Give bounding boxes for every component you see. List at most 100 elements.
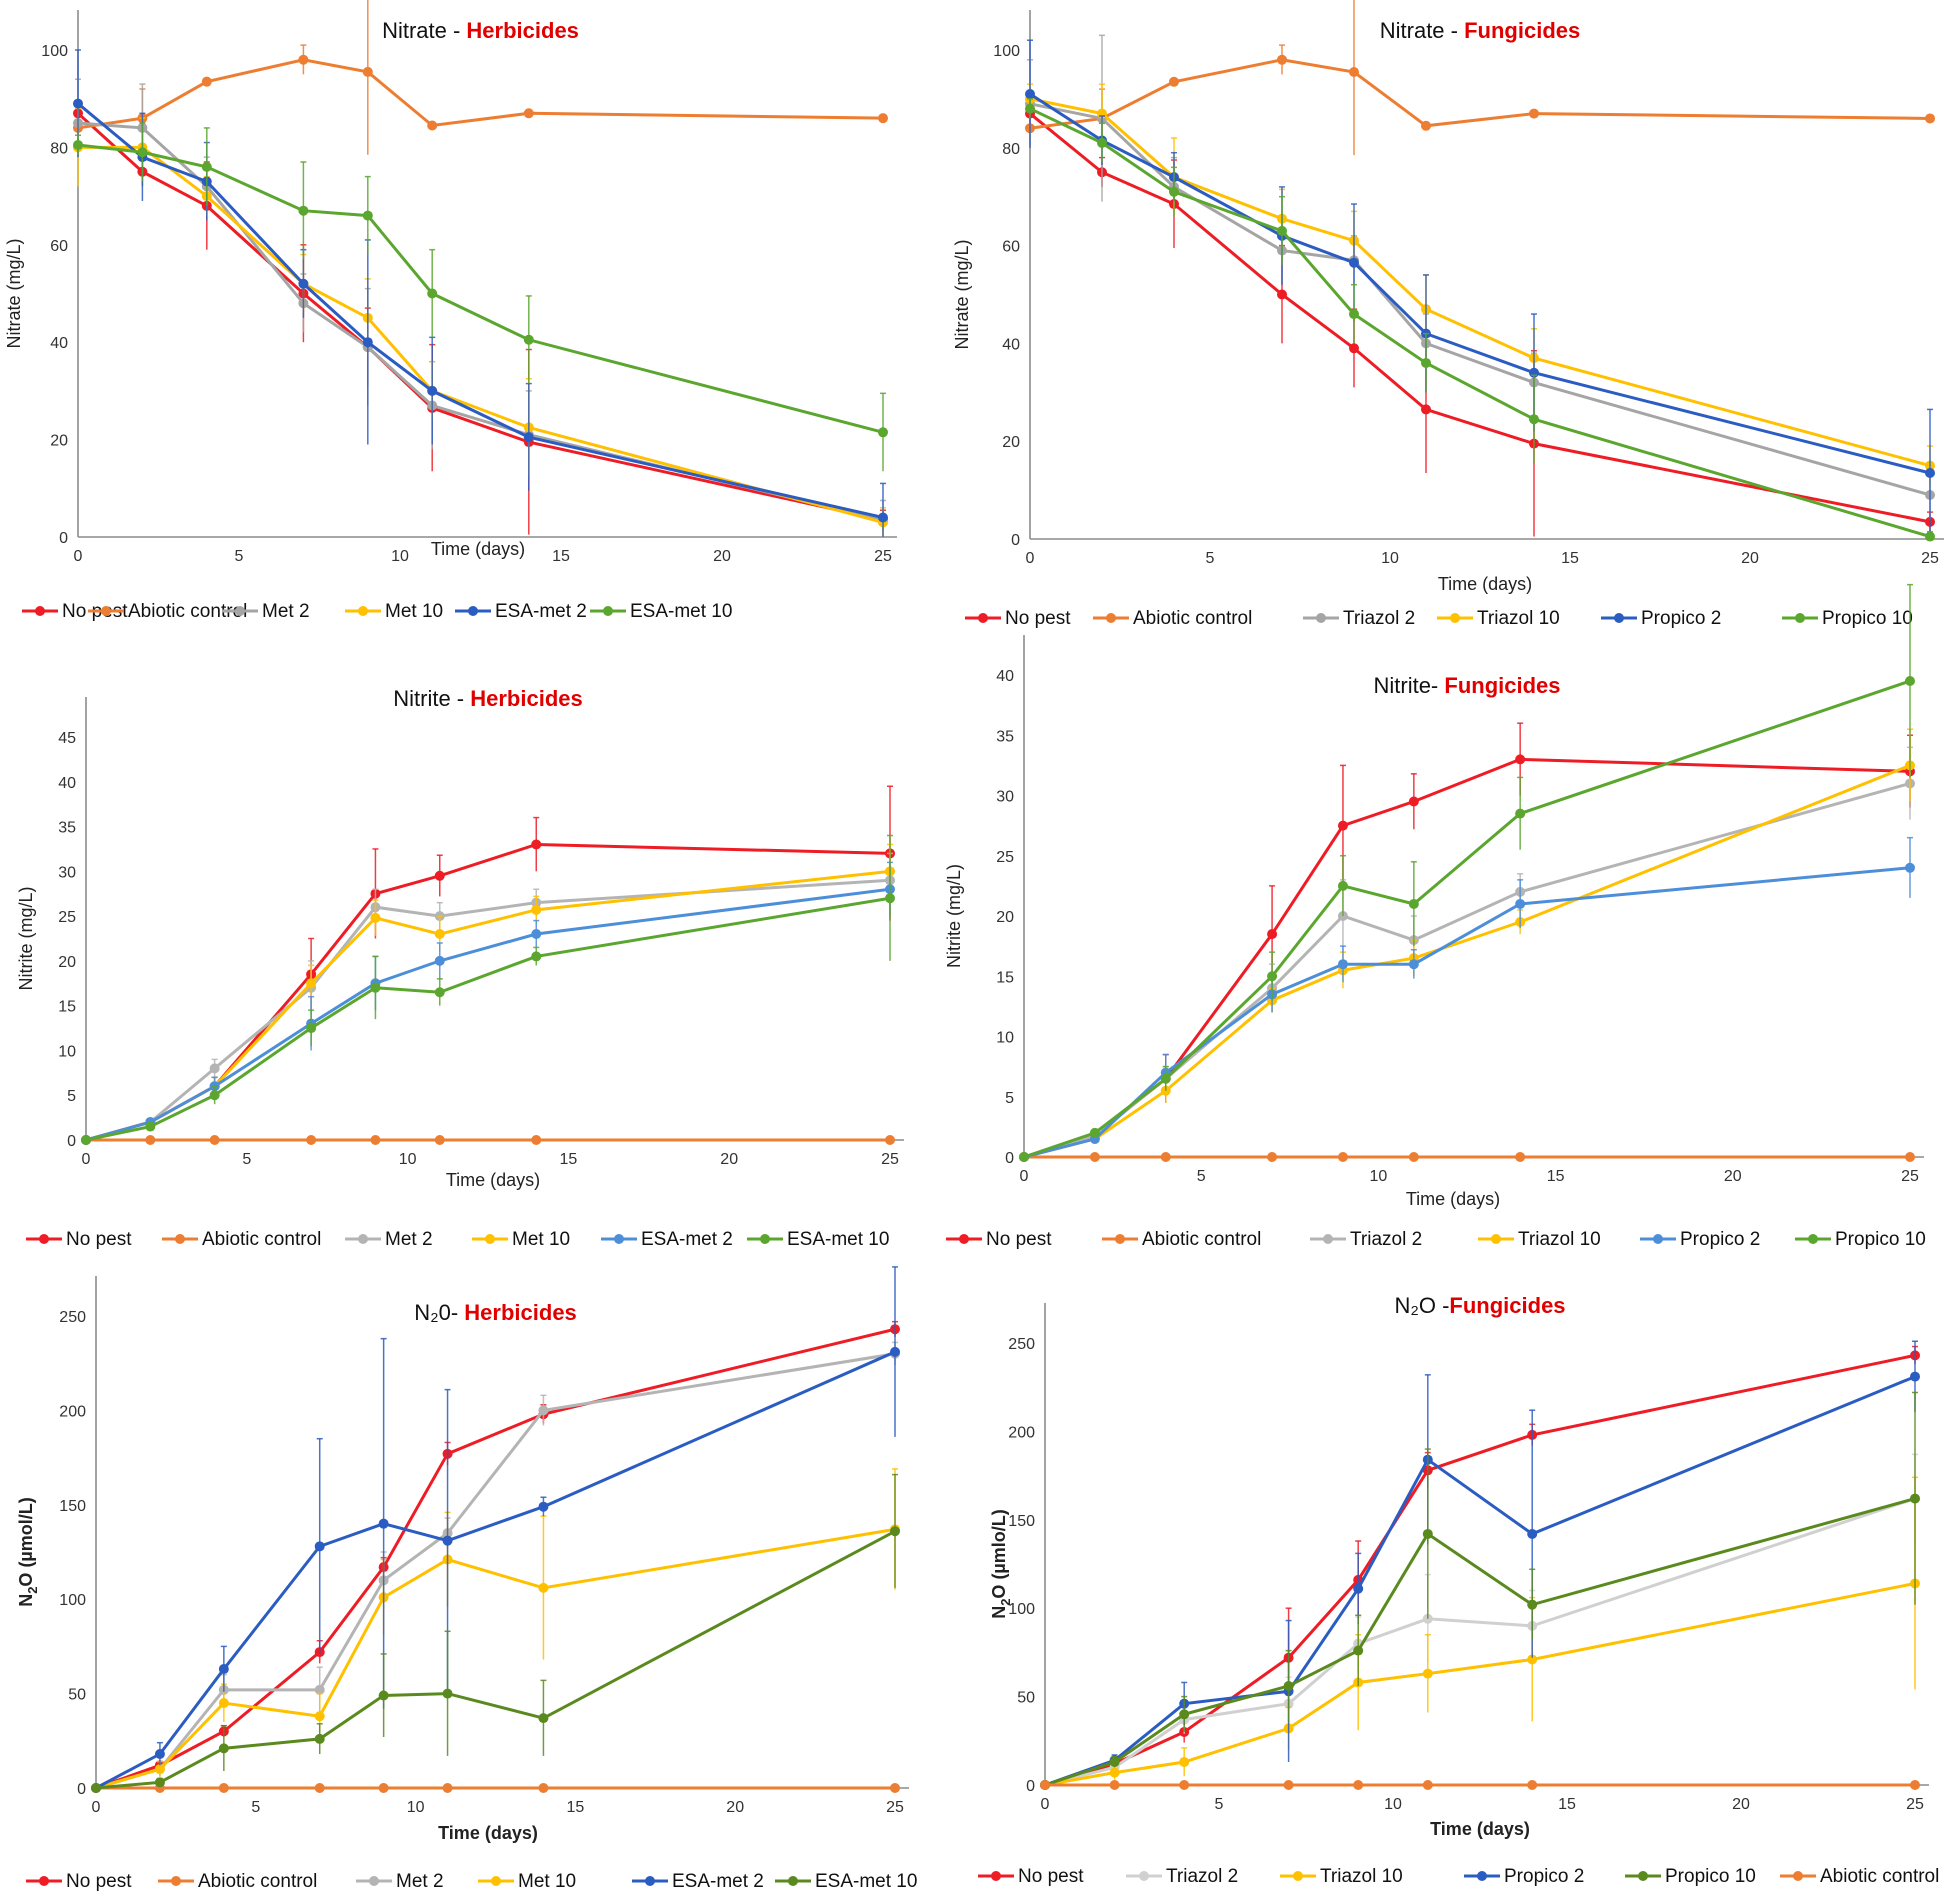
data-point (1422, 1668, 1433, 1679)
chart-nitrite-herbicides: 0 5 10 15 20 25 0 5 10 15 20 25 30 35 40 45 Time (days) N… (16, 686, 904, 1250)
legend-item: Met 10 (472, 1229, 570, 1250)
legend-item: No pest (978, 1866, 1084, 1887)
chart-title-highlight: Fungicides (1449, 1293, 1565, 1318)
series-line (1023, 782, 1911, 1159)
legend-label: Propico 2 (1504, 1866, 1584, 1887)
x-tick-label: 25 (886, 1799, 904, 1816)
legend-label: ESA-met 2 (495, 601, 587, 622)
legend-item: Propico 2 (1601, 608, 1721, 629)
chart-title: Nitrite- Fungicides (1373, 673, 1560, 698)
legend-item: Abiotic control (162, 1229, 321, 1250)
series-esa-met-10 (81, 834, 895, 1145)
y-axis-label-subscript: 2 (25, 1587, 40, 1594)
series-line (85, 878, 891, 1142)
legend-item: No pest (946, 1229, 1052, 1250)
data-point (538, 1713, 549, 1724)
y-tick-label: 60 (1002, 239, 1020, 256)
chart-title-highlight: Fungicides (1444, 673, 1560, 698)
chart-title-highlight: Herbicides (470, 686, 583, 711)
legend-label: No pest (66, 1871, 132, 1892)
legend: No pest Abiotic control Met 2 Met 10 ESA-met… (22, 601, 732, 622)
data-point (1527, 1599, 1538, 1610)
series-abiotic-control (1025, 0, 1935, 156)
y-tick-label: 0 (67, 1133, 76, 1150)
legend-marker (1477, 1871, 1487, 1881)
legend-label: Propico 2 (1680, 1229, 1760, 1250)
legend-marker (101, 606, 111, 616)
x-axis-label: Time (days) (1438, 574, 1532, 594)
data-point (314, 1711, 325, 1722)
legend-label: Triazol 2 (1166, 1866, 1238, 1887)
series-no-pest (1025, 103, 1935, 537)
data-point (531, 1135, 542, 1145)
legend-marker (978, 613, 988, 623)
legend-item: Met 2 (345, 1229, 433, 1250)
series-line (1029, 58, 1931, 130)
y-axis-label: Nitrate (mg/L) (952, 239, 972, 349)
legend-label: No pest (986, 1229, 1052, 1250)
series-no-pest (1019, 722, 1915, 1162)
data-point (1925, 531, 1935, 542)
y-tick-label: 200 (59, 1403, 86, 1420)
data-point (1925, 467, 1935, 478)
chart-title: Nitrate - Fungicides (1380, 18, 1580, 43)
series-abiotic-control (1040, 1780, 1920, 1790)
data-point (1910, 1493, 1920, 1504)
series-line (1029, 107, 1931, 538)
data-point (1422, 1528, 1433, 1539)
data-point (1905, 1152, 1915, 1162)
y-axis-label: N2O (µmlo/L) (989, 1509, 1013, 1619)
chart-title: Nitrite - Herbicides (393, 686, 583, 711)
y-tick-label: 25 (58, 909, 76, 926)
y-tick-label: 50 (1017, 1690, 1035, 1707)
legend-item: ESA-met 10 (747, 1229, 889, 1250)
legend-marker (39, 1876, 49, 1886)
legend-item: Propico 2 (1464, 1866, 1584, 1887)
x-tick-label: 25 (1921, 550, 1939, 567)
legend-marker (1614, 613, 1624, 623)
series-line (1044, 1497, 1916, 1787)
data-point (362, 337, 373, 348)
series-line (1023, 763, 1911, 1159)
legend-label: Abiotic control (198, 1871, 317, 1892)
x-tick-label: 0 (1020, 1168, 1029, 1185)
data-point (1337, 959, 1348, 970)
series-line (77, 143, 884, 434)
x-tick-label: 15 (1547, 1168, 1565, 1185)
series-triazol-2 (1025, 34, 1935, 520)
y-tick-label: 35 (58, 820, 76, 837)
x-axis-label: Time (days) (1406, 1189, 1500, 1209)
y-tick-label: 40 (50, 335, 68, 352)
legend-item: Met 2 (356, 1871, 444, 1892)
data-point (878, 512, 888, 523)
y-axis-label-main: Nitrate (mg/L) (4, 238, 24, 348)
data-point (314, 1783, 325, 1793)
chart-title-prefix: Nitrate - (382, 18, 466, 43)
x-tick-label: 15 (552, 548, 570, 565)
data-point (306, 1023, 317, 1034)
x-tick-label: 0 (1026, 550, 1035, 567)
data-point (1529, 414, 1539, 425)
data-point (1283, 1780, 1294, 1790)
legend-marker (1115, 1234, 1125, 1244)
data-point (218, 1698, 229, 1709)
y-axis-label-subscript: 2 (998, 1599, 1013, 1606)
series-esa-met-2 (81, 861, 895, 1145)
data-point (1408, 1152, 1419, 1162)
y-tick-label: 100 (993, 43, 1020, 60)
chart-nitrite-fungicides: 0 5 10 15 20 25 0 5 10 15 20 25 30 35 40 Time (days) Nit… (944, 583, 1926, 1250)
legend-item: Triazol 2 (1303, 608, 1415, 629)
data-point (434, 955, 445, 966)
legend-item: No pest (26, 1871, 132, 1892)
legend-marker (369, 1876, 379, 1886)
legend-label: No pest (1005, 608, 1071, 629)
legend-label: Met 10 (512, 1229, 570, 1250)
data-point (531, 904, 542, 915)
chart-nitrate-herbicides: 0 5 10 15 20 25 0 20 40 60 80 100 Time (days) Nitrate… (4, 0, 897, 622)
data-point (73, 139, 83, 150)
legend-label: ESA-met 2 (672, 1871, 764, 1892)
data-point (154, 1749, 165, 1760)
data-point (1089, 1152, 1100, 1162)
legend-label: Propico 10 (1822, 608, 1913, 629)
